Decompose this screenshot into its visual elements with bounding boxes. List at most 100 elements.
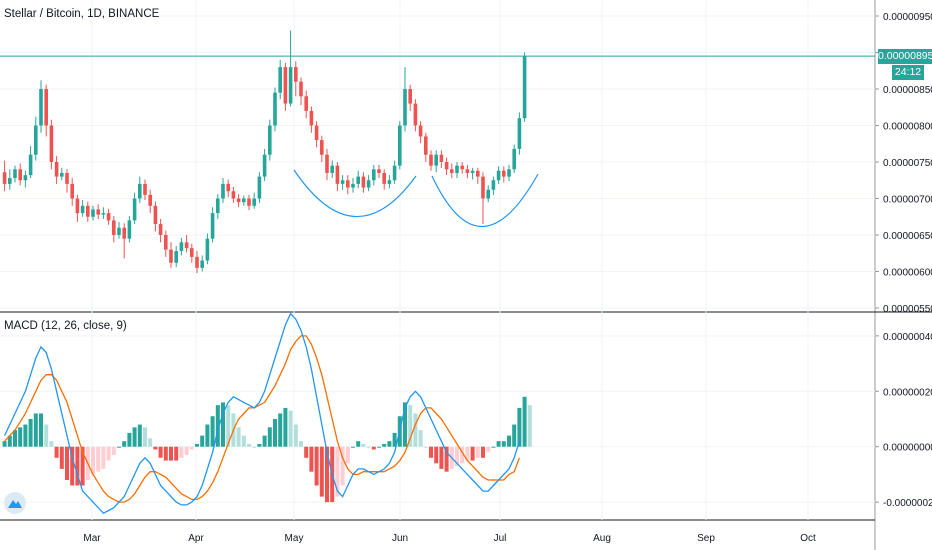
macd-line (4, 312, 521, 515)
macd-histogram-bar (54, 446, 59, 458)
macd-histogram-bar (179, 446, 184, 458)
macd-histogram-bar (377, 446, 381, 448)
candle-body (304, 96, 308, 111)
candle-body (86, 205, 90, 217)
candle-body (205, 238, 210, 261)
candle-body (403, 89, 407, 126)
candle-body (418, 125, 423, 137)
tradingview-logo-icon[interactable] (4, 492, 26, 514)
time-tick-label: May (285, 533, 304, 544)
macd-histogram-bar (283, 407, 288, 447)
candle-body (346, 180, 350, 188)
macd-histogram-bar (293, 424, 298, 447)
time-tick-label: Jul (494, 533, 507, 544)
macd-histogram-bar (507, 435, 511, 447)
price-tick-label: 0.00000550 (883, 304, 932, 315)
candle-body (413, 103, 418, 126)
macd-histogram-bar (460, 446, 465, 464)
macd-histogram-bar (403, 402, 407, 447)
candle-body (429, 154, 433, 166)
macd-histogram-bar (174, 446, 179, 461)
macd-histogram-bar (2, 441, 7, 447)
macd-histogram-bar (475, 446, 480, 458)
candle-body (522, 56, 527, 119)
macd-histogram-bar (184, 446, 189, 456)
macd-tick-label: 0.00000020 (883, 387, 932, 398)
candle-body (486, 189, 490, 199)
macd-histogram-bar (278, 413, 283, 447)
candle-body (18, 169, 22, 181)
candle-body (49, 125, 54, 162)
macd-histogram-bar (18, 427, 23, 447)
candle-body (294, 67, 298, 82)
macd-histogram-bar (28, 419, 33, 447)
macd-histogram-bar (387, 441, 392, 447)
last-price-tag: 0.00000895 (878, 49, 932, 65)
macd-histogram-bar (267, 427, 272, 447)
time-tick-label: Jun (392, 533, 408, 544)
candle-body (247, 198, 251, 206)
candle-body (288, 67, 293, 104)
pattern-curve-left (293, 169, 417, 218)
candle-body (44, 89, 48, 126)
macd-histogram-bar (481, 446, 485, 458)
macd-title: MACD (12, 26, close, 9) (4, 320, 127, 332)
macd-histogram-bar (512, 424, 517, 447)
macd-histogram-bar (122, 441, 127, 447)
macd-histogram-bar (200, 435, 205, 447)
macd-histogram-bar (132, 427, 137, 447)
candle-body (195, 256, 199, 268)
macd-histogram-bar (241, 435, 246, 447)
macd-histogram-bar (299, 441, 303, 447)
bar-countdown: 24:12 (892, 65, 924, 81)
macd-histogram-bar (501, 441, 506, 447)
candle-body (330, 165, 334, 173)
candle-body (481, 176, 485, 199)
candle-body (325, 154, 329, 173)
macd-histogram-bar (247, 443, 251, 447)
macd-histogram-bar (304, 446, 309, 458)
candle-body (28, 154, 33, 176)
candle-body (460, 165, 464, 170)
candle-body (372, 169, 376, 181)
candle-body (366, 180, 371, 188)
macd-histogram-bar (7, 435, 12, 447)
candle-body (496, 170, 501, 181)
candle-body (65, 172, 69, 184)
candle-body (143, 183, 147, 195)
candle-body (60, 172, 64, 177)
macd-histogram-bar (49, 441, 54, 447)
candle-body (164, 235, 168, 250)
macd-histogram-bar (262, 435, 267, 447)
price-tick-label: 0.00000650 (883, 231, 932, 242)
macd-histogram-bar (527, 405, 532, 447)
time-tick-label: Aug (593, 533, 611, 544)
price-tick-label: 0.00000700 (883, 195, 932, 206)
macd-histogram-bar (517, 407, 522, 447)
candle-body (148, 194, 152, 206)
candle-body (184, 242, 189, 249)
macd-histogram-bar (309, 446, 314, 472)
candle-body (101, 213, 106, 215)
candle-body (54, 162, 59, 177)
chart-title: Stellar / Bitcoin, 1D, BINANCE (4, 8, 160, 20)
macd-histogram-bar (33, 413, 38, 447)
macd-histogram-bar (361, 443, 366, 447)
candle-body (340, 180, 345, 184)
candle-body (299, 81, 303, 97)
macd-histogram-bar (96, 446, 101, 472)
macd-histogram-bar (44, 424, 49, 447)
macd-histogram-bar (522, 396, 527, 447)
macd-histogram-bar (408, 405, 413, 447)
candle-body (236, 198, 241, 203)
macd-histogram-bar (195, 443, 199, 447)
candle-body (377, 169, 381, 173)
candle-body (106, 213, 111, 221)
candle-body (200, 260, 204, 268)
macd-histogram-bar (163, 446, 168, 461)
macd-histogram-bar (143, 427, 147, 447)
candle-body (335, 165, 340, 184)
macd-tick-label: -0.00000020 (883, 498, 932, 509)
candle-body (221, 183, 225, 199)
candle-body (434, 154, 438, 166)
